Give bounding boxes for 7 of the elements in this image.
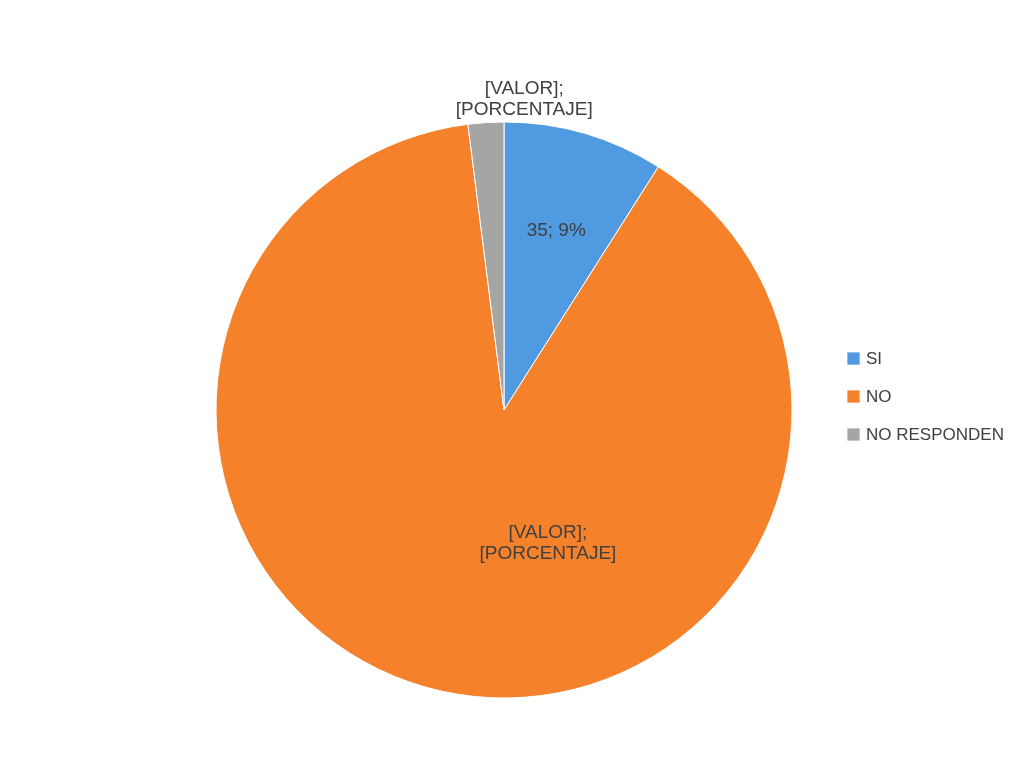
pie-slice	[215, 123, 793, 699]
legend-label: SI	[866, 348, 883, 368]
data-label: [VALOR]; [PORCENTAJE]	[479, 520, 617, 563]
data-label: [VALOR]; [PORCENTAJE]	[455, 76, 593, 119]
legend-label: NO	[866, 386, 892, 406]
legend-label: NO RESPONDEN	[866, 424, 1004, 444]
data-label: 35; 9%	[526, 219, 586, 241]
